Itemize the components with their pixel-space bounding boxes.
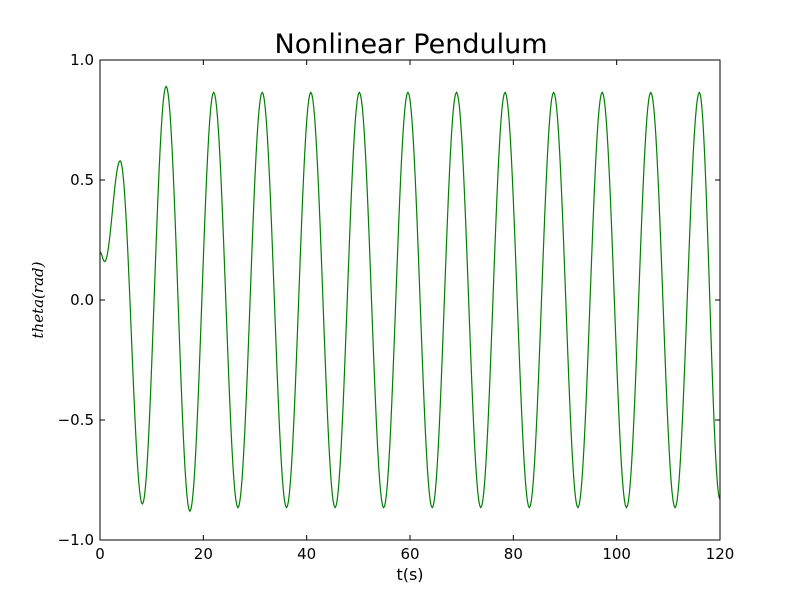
y-axis-label: theta(rad)	[29, 261, 47, 338]
y-ticks: −1.0 −0.5 0.0 0.5 1.0	[58, 51, 720, 549]
series-layer	[99, 85, 721, 513]
x-tick-label: 40	[297, 545, 316, 563]
y-tick-label: 0.0	[70, 291, 94, 309]
chart-title: Nonlinear Pendulum	[275, 29, 548, 60]
series-line-theta	[99, 85, 721, 513]
y-tick-label: −0.5	[58, 411, 94, 429]
x-tick-label: 80	[504, 545, 523, 563]
x-tick-label: 20	[194, 545, 213, 563]
x-tick-label: 100	[602, 545, 631, 563]
x-tick-label: 0	[95, 545, 105, 563]
x-tick-label: 120	[706, 545, 735, 563]
y-tick-label: 0.5	[70, 171, 94, 189]
y-tick-label: −1.0	[58, 531, 94, 549]
x-axis-label: t(s)	[396, 565, 423, 584]
x-ticks: 0 20 40 60 80 100 120	[95, 60, 734, 563]
y-tick-label: 1.0	[70, 51, 94, 69]
x-tick-label: 60	[400, 545, 419, 563]
